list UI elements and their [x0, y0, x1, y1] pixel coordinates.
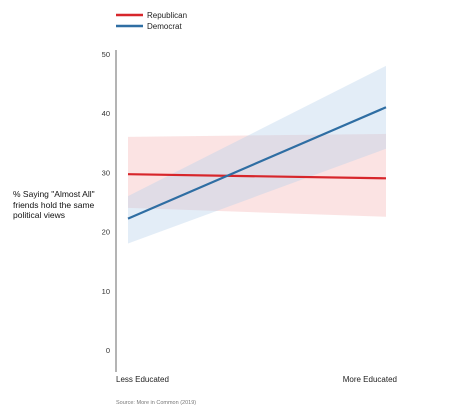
chart-legend: Republican Democrat — [116, 11, 187, 31]
democrat-legend-label: Democrat — [147, 22, 182, 31]
x-tick-label-more-educated: More Educated — [343, 375, 397, 384]
y-axis-label-line-1: % Saying "Almost All" — [13, 189, 95, 199]
y-axis-label: % Saying "Almost All" friends hold the s… — [13, 189, 113, 221]
y-axis-label-line-2: friends hold the same — [13, 199, 95, 210]
y-tick-label-20: 20 — [102, 228, 110, 237]
democrat-confidence-band — [128, 65, 386, 244]
y-tick-label-50: 50 — [102, 50, 110, 59]
series-lines — [127, 106, 387, 220]
confidence-bands — [128, 65, 386, 244]
source-note: Source: More in Common (2019) — [116, 400, 196, 406]
x-tick-label-less-educated: Less Educated — [116, 375, 169, 384]
y-tick-label-0: 0 — [106, 346, 110, 355]
y-tick-label-40: 40 — [102, 109, 110, 118]
y-tick-label-10: 10 — [102, 287, 110, 296]
republican-legend-label: Republican — [147, 11, 187, 20]
y-tick-label-30: 30 — [102, 168, 110, 177]
y-axis-label-line-3: political views — [13, 210, 65, 220]
y-axis: 0 10 20 30 40 50 — [102, 50, 117, 372]
democrat-series-line — [127, 106, 387, 220]
x-axis: Less Educated More Educated — [116, 375, 397, 384]
republican-series-line — [127, 173, 387, 180]
